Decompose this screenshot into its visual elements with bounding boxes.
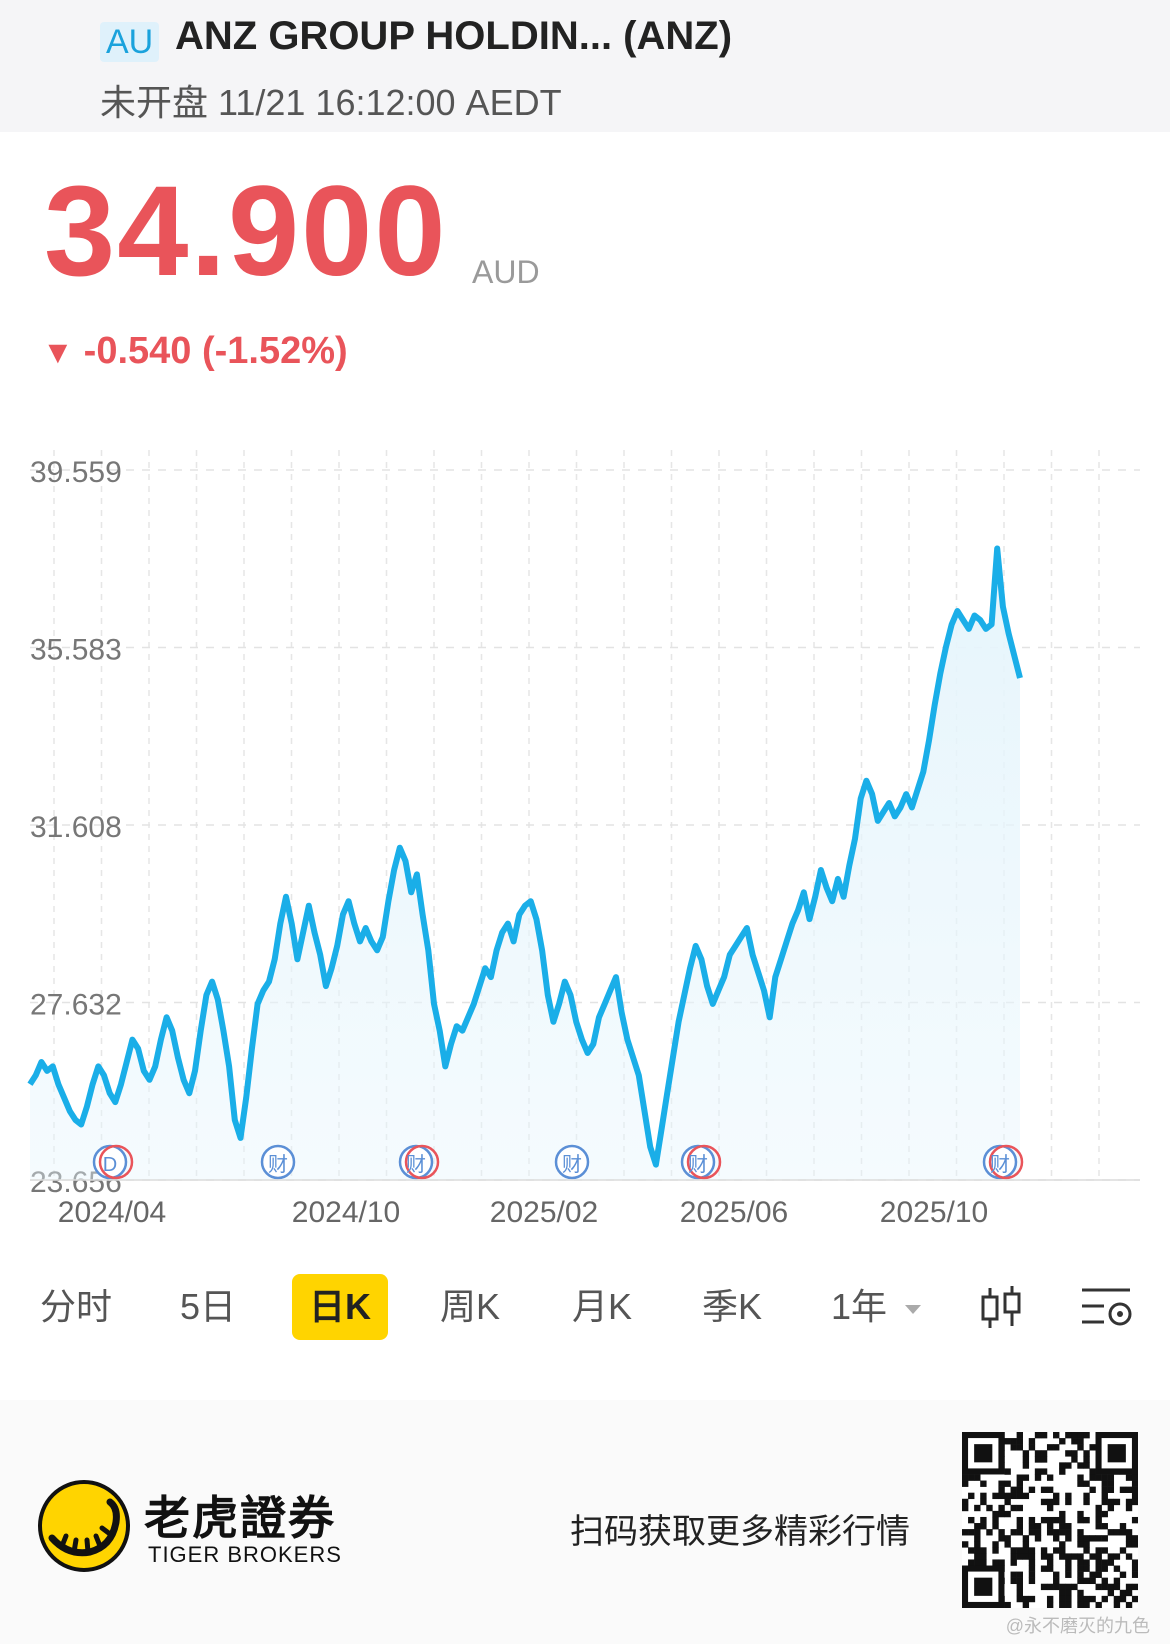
- tab-weekly-k[interactable]: 周K: [439, 1286, 500, 1327]
- brand-name-cn: 老虎證券: [144, 1492, 336, 1544]
- tiger-logo-icon: [38, 1480, 130, 1572]
- x-tick-label: 2025/06: [680, 1196, 788, 1229]
- tab-monthly-k[interactable]: 月K: [571, 1286, 632, 1327]
- event-marker-icon[interactable]: 财: [554, 1144, 590, 1180]
- x-tick-label: 2024/10: [292, 1196, 400, 1229]
- svg-text:财: 财: [990, 1153, 1010, 1176]
- share-footer: 老虎證券 TIGER BROKERS 扫码获取更多精彩行情 @永不磨灭的九色: [0, 1400, 1170, 1644]
- price-change: ▼ -0.540 (-1.52%): [42, 330, 348, 373]
- market-status: 未开盘 11/21 16:12:00 AEDT: [100, 82, 562, 123]
- candlestick-icon[interactable]: [976, 1284, 1026, 1332]
- price-chart-svg[interactable]: 39.55935.58331.60827.63223.656D 财财财财财2024…: [0, 440, 1170, 1230]
- tab-quarterly-k[interactable]: 季K: [701, 1286, 762, 1327]
- currency-label: AUD: [472, 254, 540, 290]
- tab-daily-k[interactable]: 日K: [292, 1274, 388, 1340]
- change-value: -0.540 (-1.52%): [83, 330, 348, 372]
- triangle-down-icon: [905, 1305, 922, 1315]
- down-arrow-icon: ▼: [42, 334, 74, 370]
- price-chart[interactable]: 39.559 35.583 31.608 27.632 23.656 D 财财财财财 2024…: [0, 440, 1170, 1230]
- qr-code-icon[interactable]: [962, 1432, 1138, 1608]
- svg-text:财: 财: [406, 1153, 426, 1176]
- svg-text:财: 财: [562, 1153, 582, 1176]
- x-tick-label: 2024/04: [58, 1196, 166, 1229]
- tab-5day[interactable]: 5日: [179, 1286, 237, 1327]
- event-marker-icon[interactable]: 财: [680, 1144, 722, 1180]
- y-tick-label: 39.559: [30, 456, 122, 489]
- watermark: @永不磨灭的九色: [1005, 1616, 1150, 1636]
- event-marker-icon[interactable]: 财: [260, 1144, 296, 1180]
- svg-text:财: 财: [268, 1153, 288, 1176]
- x-tick-label: 2025/10: [880, 1196, 988, 1229]
- event-marker-icon[interactable]: D: [92, 1144, 134, 1180]
- tab-timeshare[interactable]: 分时: [39, 1286, 112, 1327]
- series-line: [27, 545, 1023, 1168]
- market-badge: AU: [100, 22, 160, 62]
- stock-title[interactable]: ANZ GROUP HOLDIN... (ANZ): [175, 14, 733, 58]
- event-marker-icon[interactable]: 财: [398, 1144, 440, 1180]
- stock-header: AU ANZ GROUP HOLDIN... (ANZ) 未开盘 11/21 1…: [0, 0, 1170, 132]
- svg-text:D: D: [103, 1154, 117, 1176]
- last-price: 34.900: [44, 160, 448, 303]
- brand-name-en: TIGER BROKERS: [148, 1542, 342, 1567]
- event-marker-icon[interactable]: 财: [982, 1144, 1024, 1180]
- range-dropdown[interactable]: 1年: [826, 1274, 926, 1340]
- x-tick-label: 2025/02: [490, 1196, 598, 1229]
- scan-slogan: 扫码获取更多精彩行情: [570, 1513, 910, 1551]
- y-tick-label: 27.632: [30, 988, 122, 1021]
- y-tick-label: 35.583: [30, 634, 122, 667]
- range-label: 1年: [830, 1286, 887, 1327]
- indicator-settings-icon[interactable]: [1080, 1284, 1136, 1332]
- chart-period-toolbar: 分时 5日 日K 周K 月K 季K 1年: [0, 1274, 1170, 1354]
- series-area: [30, 548, 1020, 1180]
- svg-text:财: 财: [688, 1153, 708, 1176]
- y-tick-label: 31.608: [30, 811, 122, 844]
